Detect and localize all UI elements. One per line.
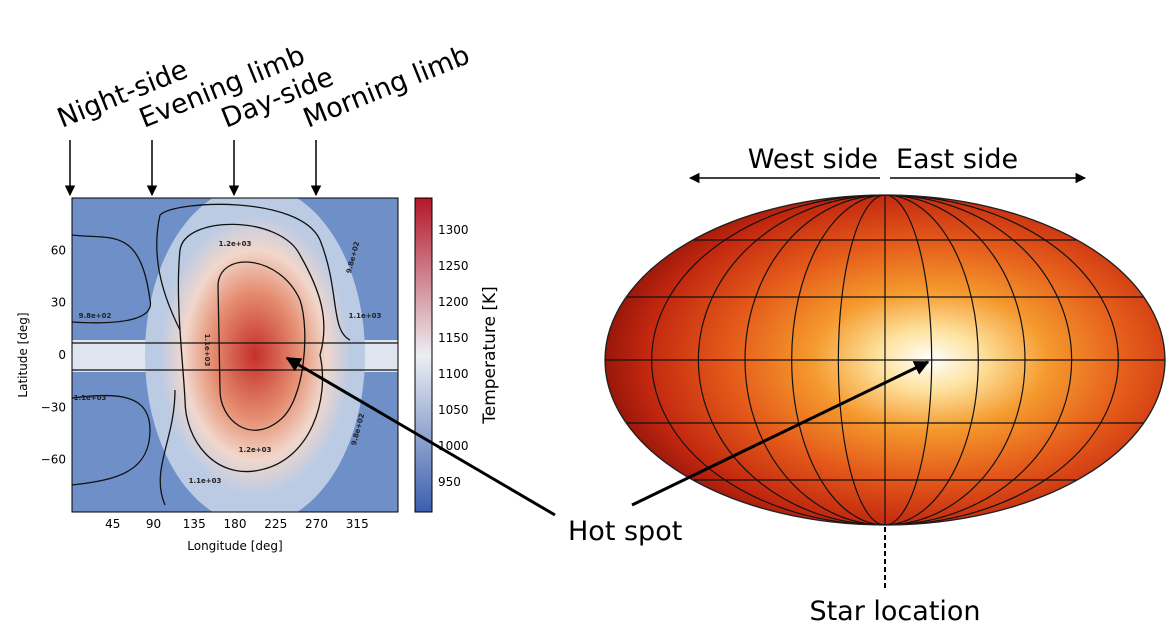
- colorbar-tick-label: 1050: [438, 403, 469, 417]
- x-tick-label: 45: [105, 517, 120, 531]
- map-frame: [71, 197, 399, 513]
- hot-spot-arrow: [285, 356, 556, 517]
- west-label: West side: [748, 144, 878, 175]
- colorbar-tick-label: 1000: [438, 439, 469, 453]
- y-tick-label: −30: [41, 400, 66, 414]
- contour-label: 1.2e+03: [239, 446, 272, 454]
- y-axis-label: Latitude [deg]: [16, 312, 30, 397]
- contour-label: 1.1e+03: [349, 312, 382, 320]
- colorbar-tick-label: 1150: [438, 331, 469, 345]
- colorbar-tick-label: 1100: [438, 367, 469, 381]
- contour-label: 1.2e+03: [219, 240, 252, 248]
- contour-label: 1.1e+03: [203, 334, 211, 367]
- y-tick-label: 0: [58, 348, 66, 362]
- x-tick-label: 90: [146, 517, 161, 531]
- contour-label: 9.8e+02: [79, 312, 112, 320]
- star-label: Star location: [809, 596, 980, 627]
- colorbar-tick-label: 1300: [438, 223, 469, 237]
- colorbar-tick-label: 1250: [438, 259, 469, 273]
- x-tick-label: 270: [305, 517, 328, 531]
- y-tick-label: 60: [51, 243, 66, 257]
- x-tick-label: 315: [346, 517, 369, 531]
- colorbar-label: Temperature [K]: [480, 286, 500, 425]
- temperature-map: [72, 198, 398, 512]
- y-tick-label: 30: [51, 296, 66, 310]
- east-label: East side: [896, 144, 1018, 175]
- hot-spot-arrow: [631, 360, 930, 507]
- colorbar-tick-label: 1200: [438, 295, 469, 309]
- x-tick-label: 180: [224, 517, 247, 531]
- colorbar: [414, 197, 433, 513]
- contour-label: 1.1e+03: [189, 477, 222, 485]
- hot-spot-label: Hot spot: [568, 516, 682, 547]
- x-tick-label: 225: [264, 517, 287, 531]
- globe: [604, 194, 1166, 526]
- contour-label: 1.1e+03: [74, 394, 107, 402]
- x-axis-label: Longitude [deg]: [187, 539, 282, 553]
- colorbar-tick-label: 950: [438, 475, 461, 489]
- y-tick-label: −60: [41, 453, 66, 467]
- x-tick-label: 135: [183, 517, 206, 531]
